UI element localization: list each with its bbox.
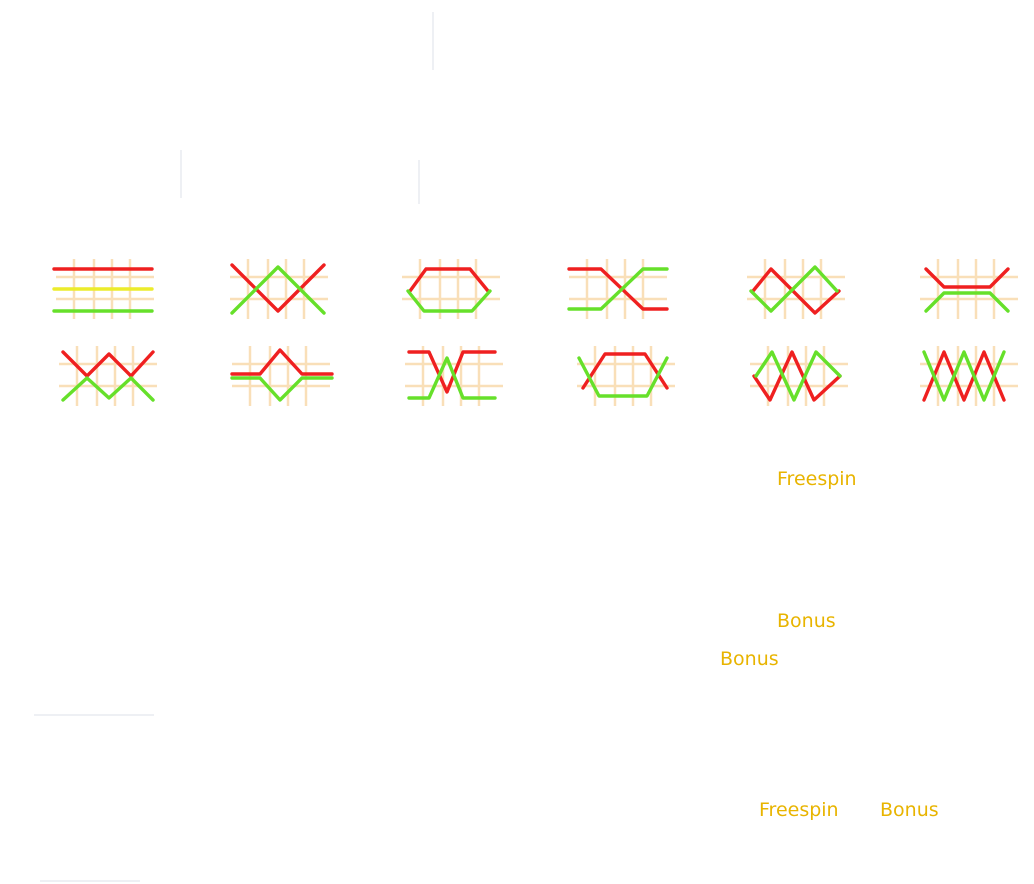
payline-diagram bbox=[577, 346, 675, 406]
payline-12 bbox=[918, 340, 1024, 410]
payline-diagram bbox=[405, 346, 503, 406]
separator bbox=[34, 714, 154, 716]
red-payline-path bbox=[752, 350, 842, 402]
payline-2 bbox=[228, 253, 334, 323]
green-payline-path bbox=[749, 265, 839, 313]
payline-diagram bbox=[52, 259, 154, 319]
payline-3 bbox=[400, 253, 506, 323]
payline-10 bbox=[575, 340, 681, 410]
green-payline-path bbox=[577, 356, 669, 398]
payline-diagram bbox=[920, 346, 1018, 406]
reel-grid bbox=[59, 346, 157, 406]
green-payline-path bbox=[924, 291, 1010, 313]
payline-5 bbox=[745, 253, 851, 323]
payline-diagram bbox=[567, 259, 669, 319]
bonus-label: Bonus bbox=[777, 610, 836, 632]
red-payline-path bbox=[407, 350, 497, 394]
red-payline-path bbox=[581, 352, 669, 390]
freespin-label: Freespin bbox=[759, 799, 839, 821]
green-payline-path bbox=[754, 350, 842, 402]
reel-grid bbox=[750, 346, 848, 406]
red-payline-path bbox=[230, 348, 334, 376]
red-payline-path bbox=[922, 350, 1006, 402]
green-payline-path bbox=[230, 265, 326, 315]
green-payline-path bbox=[567, 267, 669, 311]
green-payline-path bbox=[230, 376, 334, 402]
payline-diagram bbox=[747, 259, 845, 319]
bonus-label: Bonus bbox=[720, 648, 779, 670]
green-payline-path bbox=[407, 356, 497, 400]
green-payline-path bbox=[922, 350, 1006, 402]
payline-diagram bbox=[750, 346, 848, 406]
reel-grid bbox=[405, 346, 503, 406]
payline-8 bbox=[230, 340, 336, 410]
reel-grid bbox=[747, 259, 845, 319]
payline-7 bbox=[57, 340, 163, 410]
payline-11 bbox=[748, 340, 854, 410]
payline-6 bbox=[918, 253, 1024, 323]
red-payline-path bbox=[924, 267, 1010, 289]
payline-diagram bbox=[59, 346, 157, 406]
red-payline-path bbox=[408, 267, 490, 293]
payline-diagram bbox=[920, 259, 1018, 319]
red-payline-path bbox=[230, 263, 326, 313]
red-payline-path bbox=[61, 350, 155, 378]
payline-diagram bbox=[402, 259, 500, 319]
reel-grid bbox=[920, 259, 1018, 319]
payline-4 bbox=[567, 253, 673, 323]
separator bbox=[40, 880, 140, 882]
payline-diagram bbox=[230, 259, 328, 319]
payline-9 bbox=[403, 340, 509, 410]
reel-grid bbox=[232, 346, 330, 406]
payline-diagram bbox=[230, 346, 334, 406]
freespin-label: Freespin bbox=[777, 468, 857, 490]
separator bbox=[432, 12, 434, 70]
payline-1 bbox=[52, 253, 160, 323]
red-payline-path bbox=[567, 267, 669, 311]
green-payline-path bbox=[406, 289, 492, 313]
green-payline-path bbox=[61, 376, 155, 402]
separator bbox=[180, 150, 182, 198]
bonus-label: Bonus bbox=[880, 799, 939, 821]
separator bbox=[418, 160, 420, 204]
